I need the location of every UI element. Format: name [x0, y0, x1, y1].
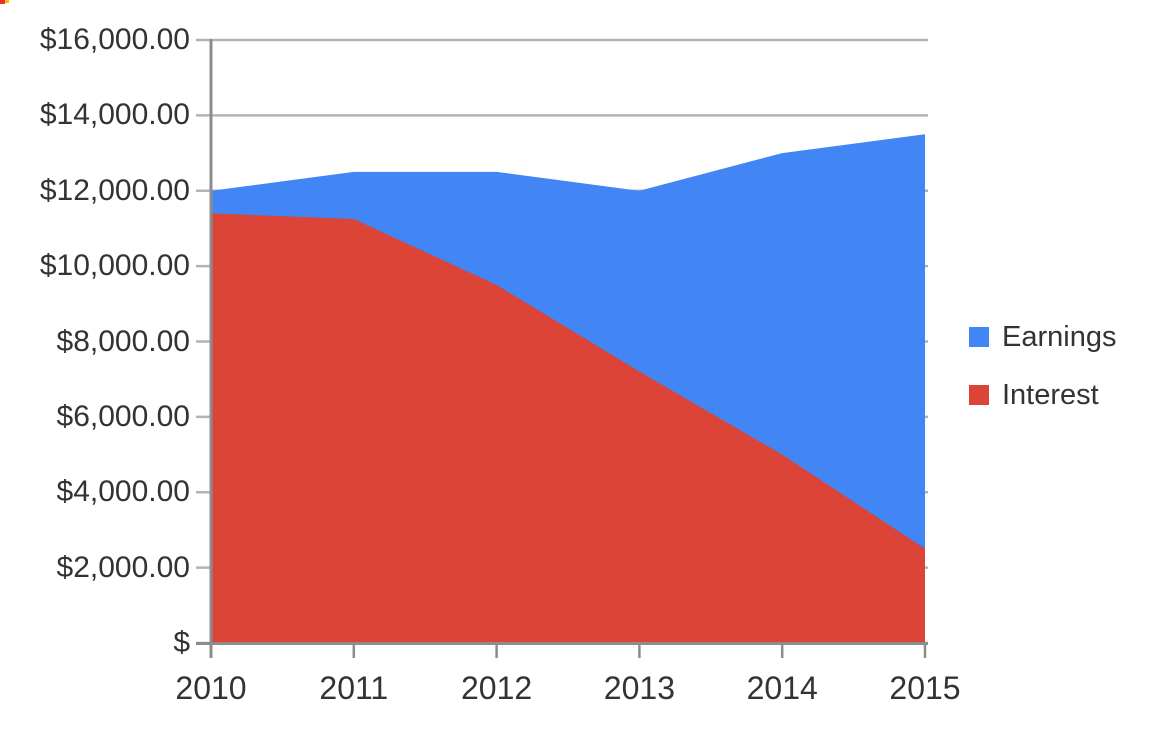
x-axis-label: 2012: [461, 670, 533, 706]
x-axis-label: 2014: [746, 670, 818, 706]
corner-artifact-orange: [5, 0, 9, 3]
x-axis-label: 2013: [603, 670, 675, 706]
x-axis-label: 2010: [175, 670, 247, 706]
legend-swatch-earnings-icon: [969, 327, 989, 347]
legend-item-interest: Interest: [969, 378, 1116, 411]
y-axis-label: $14,000.00: [39, 98, 190, 132]
y-axis-label: $4,000.00: [56, 475, 190, 509]
corner-artifact-red: [0, 0, 5, 4]
y-axis-label: $: [173, 626, 190, 659]
legend-label-interest: Interest: [1002, 378, 1099, 411]
y-axis-label: $16,000.00: [39, 23, 190, 56]
x-axis-label: 2011: [319, 670, 389, 706]
legend-label-earnings: Earnings: [1002, 320, 1117, 353]
chart-legend: Earnings Interest: [969, 320, 1117, 411]
y-axis-label: $8,000.00: [56, 324, 190, 358]
y-axis-label: $12,000.00: [39, 173, 190, 207]
corner-artifact: [0, 0, 9, 4]
interest-area: [211, 213, 925, 643]
y-axis-label: $6,000.00: [56, 399, 190, 433]
legend-swatch-interest-icon: [969, 385, 989, 405]
legend-item-earnings: Earnings: [969, 320, 1117, 353]
x-axis-label: 2015: [889, 670, 961, 706]
y-axis-label: $2,000.00: [56, 550, 190, 584]
y-axis-label: $10,000.00: [39, 249, 190, 283]
